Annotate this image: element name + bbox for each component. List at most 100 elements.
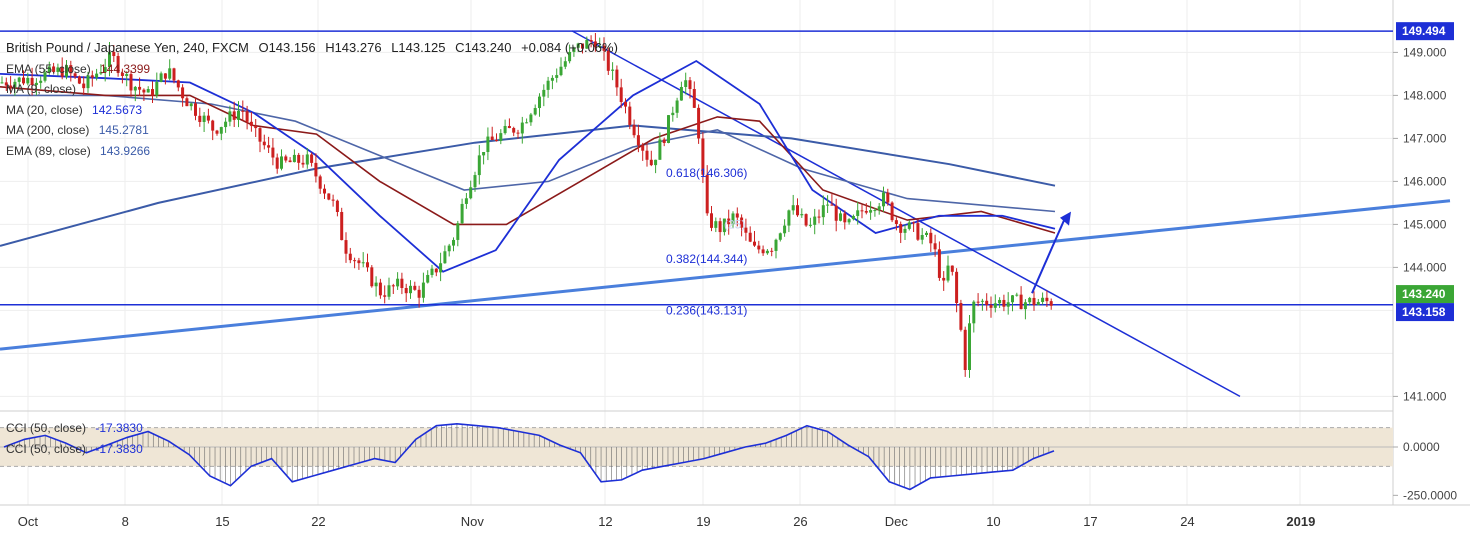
- candle-body: [456, 223, 460, 240]
- candle-body: [525, 122, 529, 124]
- osc-legend-cci-2[interactable]: CCI (50, close) -17.3830: [6, 442, 143, 456]
- candle-body: [103, 67, 107, 73]
- ema55-line: [0, 86, 1056, 234]
- candle-body: [95, 73, 99, 78]
- candle-body: [598, 45, 602, 48]
- candle-body: [796, 205, 799, 216]
- price-tick-label: 149.000: [1403, 45, 1447, 59]
- candle-body: [701, 138, 705, 175]
- candle-body: [899, 223, 903, 233]
- candle-body: [636, 135, 640, 146]
- candle-body: [176, 80, 180, 88]
- candle-body: [443, 251, 447, 264]
- candle-body: [206, 115, 210, 121]
- candle-body: [675, 100, 679, 113]
- candle-body: [740, 217, 744, 228]
- candle-body: [305, 154, 309, 165]
- candle-body: [718, 221, 722, 233]
- candle-body: [546, 80, 550, 90]
- candle-body: [335, 200, 339, 212]
- candle-body: [245, 111, 249, 122]
- candle-body: [4, 82, 8, 86]
- projection-arrow[interactable]: [1031, 215, 1067, 294]
- candle-body: [933, 243, 937, 250]
- candle-body: [839, 213, 842, 221]
- legend-ema55[interactable]: EMA (55, close) 144.3399: [6, 61, 151, 76]
- candle-body: [929, 232, 933, 244]
- candle-body: [993, 303, 997, 308]
- candle-body: [116, 56, 120, 73]
- candle-body: [47, 66, 51, 73]
- candle-body: [228, 111, 232, 122]
- candle-body: [99, 72, 103, 74]
- candle-body: [503, 126, 507, 134]
- trend-support-line[interactable]: [0, 199, 1451, 351]
- candle-body: [963, 329, 967, 370]
- candle-body: [482, 152, 486, 156]
- candle-body: [284, 156, 288, 161]
- candle-body: [331, 199, 335, 201]
- ema89-line: [0, 94, 1056, 213]
- candle-body: [125, 74, 129, 76]
- trend-resistance-line[interactable]: [571, 30, 1241, 398]
- candle-body: [628, 106, 632, 126]
- candle-body: [1028, 297, 1032, 303]
- candle-body: [641, 145, 645, 151]
- candle-body: [671, 112, 675, 116]
- candle-body: [667, 115, 670, 143]
- candle-body: [318, 176, 322, 189]
- candle-body: [361, 262, 365, 264]
- time-axis-label: Nov: [461, 514, 485, 529]
- candle-body: [73, 73, 77, 77]
- candle-body: [421, 282, 425, 298]
- time-axis-label: 22: [311, 514, 325, 529]
- candle-body: [30, 77, 34, 86]
- candle-body: [894, 220, 898, 224]
- candle-body: [753, 241, 756, 246]
- oscillator-legend: CCI (50, close) -17.3830 CCI (50, close)…: [6, 418, 143, 460]
- fib-236-label: 0.236(143.131): [666, 304, 747, 318]
- candle-body: [249, 121, 253, 126]
- candle-body: [542, 89, 546, 97]
- candle-body: [460, 203, 464, 224]
- candle-body: [400, 278, 404, 288]
- candle-body: [649, 159, 653, 166]
- candle-body: [22, 77, 25, 84]
- legend-ma9[interactable]: MA (9, close): [6, 82, 77, 96]
- price-tick-label: 147.000: [1403, 131, 1447, 145]
- candle-body: [409, 285, 412, 294]
- candle-body: [43, 72, 47, 81]
- candle-body: [52, 66, 56, 72]
- candle-body: [847, 219, 851, 223]
- candle-body: [761, 249, 765, 254]
- candle-body: [787, 210, 791, 226]
- ohlc-close: C143.240: [455, 40, 512, 55]
- candle-body: [512, 128, 516, 133]
- candle-body: [434, 268, 438, 273]
- candle-body: [138, 86, 142, 90]
- candle-body: [920, 234, 924, 240]
- candle-body: [705, 174, 709, 214]
- candle-body: [383, 295, 387, 297]
- ohlc-open: O143.156: [258, 40, 316, 55]
- candle-body: [744, 227, 748, 233]
- osc-legend-cci-1[interactable]: CCI (50, close) -17.3830: [6, 421, 143, 435]
- candle-body: [254, 125, 258, 129]
- indicator-legend: British Pound / Japanese Yen, 240, FXCM …: [6, 38, 618, 161]
- candle-body: [0, 82, 4, 84]
- candle-body: [735, 213, 739, 218]
- candle-body: [391, 285, 395, 287]
- candle-body: [529, 114, 533, 123]
- candle-body: [568, 51, 572, 62]
- legend-ema89[interactable]: EMA (89, close) 143.9266: [6, 143, 151, 158]
- legend-ma200[interactable]: MA (200, close) 145.2781: [6, 123, 149, 137]
- candle-body: [1045, 297, 1049, 302]
- candle-body: [611, 69, 615, 71]
- candle-body: [559, 66, 563, 76]
- candle-body: [679, 86, 683, 101]
- candle-body: [473, 175, 477, 188]
- ohlc-low: L143.125: [391, 40, 446, 55]
- price-tag: [1396, 303, 1454, 322]
- legend-ma20[interactable]: MA (20, close) 142.5673: [6, 102, 143, 117]
